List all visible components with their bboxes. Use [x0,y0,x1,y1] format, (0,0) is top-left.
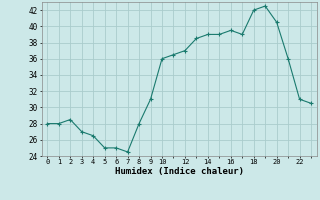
X-axis label: Humidex (Indice chaleur): Humidex (Indice chaleur) [115,167,244,176]
